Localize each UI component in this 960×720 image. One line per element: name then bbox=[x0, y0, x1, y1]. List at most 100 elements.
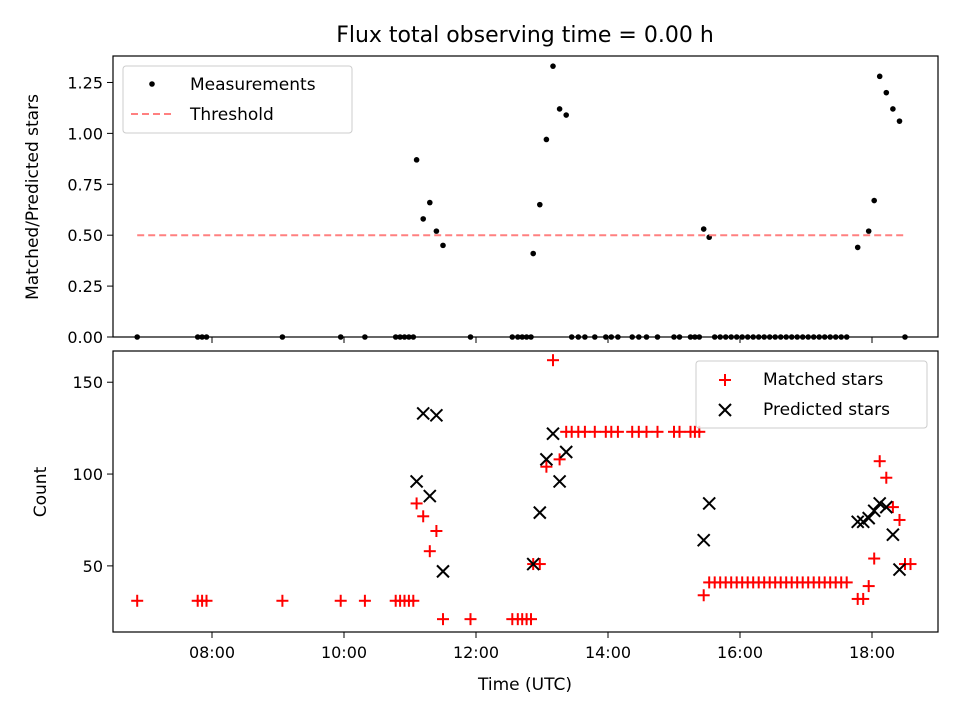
measurement-point bbox=[692, 334, 698, 340]
measurement-point bbox=[203, 334, 210, 340]
matched-star-point bbox=[673, 425, 686, 438]
measurement-point bbox=[515, 334, 521, 340]
predicted-star-point bbox=[416, 406, 430, 421]
matched-star-point bbox=[525, 613, 537, 626]
measurement-point bbox=[821, 334, 828, 340]
bottom-x-tick-label: 14:00 bbox=[585, 643, 631, 662]
matched-star-point bbox=[540, 460, 553, 473]
measurement-point bbox=[838, 334, 844, 340]
legend-measurements-marker bbox=[149, 81, 155, 87]
predicted-star-point bbox=[861, 511, 876, 525]
measurement-point bbox=[643, 334, 650, 340]
legend-matched-marker bbox=[719, 374, 731, 386]
measurement-point bbox=[816, 334, 822, 340]
measurement-point bbox=[568, 334, 575, 340]
bottom-y-tick-label: 150 bbox=[72, 373, 103, 392]
matched-star-point bbox=[131, 594, 144, 607]
matched-star-point bbox=[651, 425, 664, 438]
bottom-x-axis: 08:00 10:00 12:00 14:00 16:00 18:00 bbox=[189, 632, 895, 662]
matched-star-point bbox=[358, 594, 371, 607]
measurement-point bbox=[636, 334, 642, 340]
measurement-point bbox=[440, 242, 446, 249]
measurement-point bbox=[279, 334, 286, 340]
measurement-point bbox=[717, 334, 723, 340]
measurement-point bbox=[467, 334, 474, 340]
measurement-point bbox=[843, 334, 850, 340]
measurement-point bbox=[810, 334, 817, 340]
measurement-point bbox=[427, 199, 433, 206]
predicted-star-point bbox=[867, 504, 881, 518]
predicted-star-point bbox=[546, 426, 560, 441]
matched-star-point bbox=[840, 576, 853, 589]
measurement-point bbox=[406, 334, 412, 340]
bottom-x-tick-label: 10:00 bbox=[321, 643, 367, 662]
measurement-point bbox=[194, 334, 201, 340]
bottom-x-tick-label: 18:00 bbox=[849, 643, 895, 662]
bottom-y-tick-label: 100 bbox=[72, 465, 103, 484]
predicted-star-point bbox=[559, 445, 573, 459]
measurement-point bbox=[603, 334, 609, 340]
bottom-plot-area bbox=[131, 354, 917, 626]
measurement-point bbox=[592, 334, 598, 340]
top-y-tick-label: 0.50 bbox=[67, 226, 103, 245]
measurement-point bbox=[711, 334, 718, 340]
predicted-star-point bbox=[539, 452, 554, 467]
matched-star-point bbox=[886, 501, 899, 514]
bottom-y-axis: 50 100 150 bbox=[72, 373, 113, 576]
measurement-point bbox=[413, 157, 420, 163]
measurement-point bbox=[890, 106, 896, 112]
measurement-point bbox=[550, 63, 556, 69]
measurement-point bbox=[761, 334, 767, 340]
measurement-point bbox=[397, 334, 403, 340]
predicted-star-point bbox=[872, 496, 887, 511]
matched-star-point bbox=[880, 471, 893, 484]
predicted-star-point bbox=[409, 474, 424, 489]
top-y-tick-label: 1.25 bbox=[67, 73, 103, 92]
measurement-point bbox=[733, 334, 740, 340]
measurement-point bbox=[543, 136, 550, 143]
matched-star-point bbox=[200, 594, 213, 607]
predicted-star-point bbox=[533, 505, 547, 520]
bottom-y-tick-label: 50 bbox=[83, 557, 103, 576]
matched-star-point bbox=[276, 594, 289, 607]
matched-star-point bbox=[407, 594, 420, 607]
predicted-star-point bbox=[850, 515, 865, 529]
measurement-point bbox=[676, 334, 683, 340]
measurement-point bbox=[410, 334, 417, 340]
bottom-x-tick-label: 12:00 bbox=[453, 643, 499, 662]
measurement-point bbox=[199, 334, 205, 340]
matched-star-point bbox=[430, 524, 443, 537]
matched-star-point bbox=[873, 455, 886, 468]
chart-title: Flux total observing time = 0.00 h bbox=[336, 23, 714, 48]
measurement-point bbox=[433, 228, 440, 234]
bottom-x-tick-label: 16:00 bbox=[717, 643, 763, 662]
measurement-point bbox=[750, 334, 756, 340]
top-y-axis: 0.00 0.25 0.50 0.75 1.00 1.25 bbox=[67, 73, 113, 347]
measurement-point bbox=[537, 201, 543, 208]
matched-star-point bbox=[423, 545, 436, 558]
predicted-star-point bbox=[886, 527, 900, 542]
matched-star-point bbox=[697, 589, 710, 602]
top-y-tick-label: 0.00 bbox=[67, 328, 103, 347]
measurement-point bbox=[799, 334, 806, 340]
matched-star-point bbox=[533, 558, 546, 571]
measurement-point bbox=[728, 334, 734, 340]
measurement-point bbox=[794, 334, 800, 340]
matched-star-point bbox=[611, 425, 624, 438]
measurement-point bbox=[832, 334, 839, 340]
measurement-point bbox=[392, 334, 399, 340]
legend-threshold-label: Threshold bbox=[189, 105, 274, 125]
matched-star-point bbox=[547, 354, 559, 367]
measurement-point bbox=[519, 334, 525, 340]
measurement-point bbox=[777, 334, 784, 340]
matched-star-point bbox=[862, 580, 875, 593]
matched-star-point bbox=[553, 453, 566, 466]
measurement-point bbox=[420, 216, 427, 222]
measurement-point bbox=[722, 334, 729, 340]
measurement-point bbox=[854, 244, 861, 251]
measurement-point bbox=[696, 334, 703, 340]
legend-measurements-label: Measurements bbox=[190, 75, 316, 95]
predicted-star-point bbox=[526, 557, 540, 571]
measurement-point bbox=[523, 334, 530, 340]
